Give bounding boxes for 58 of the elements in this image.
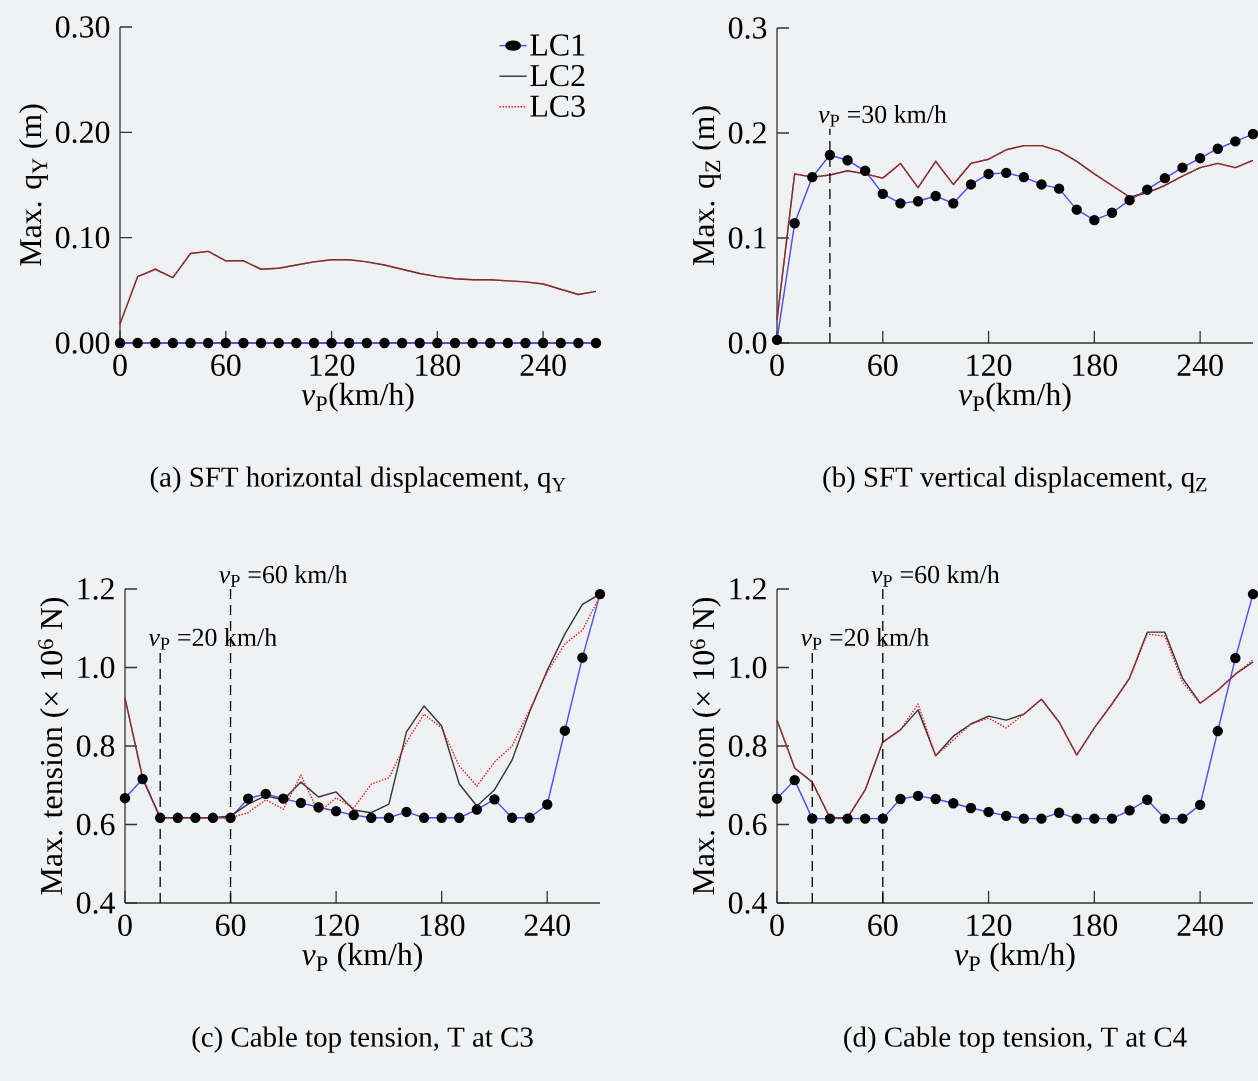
y-tick-label: 0.6: [76, 813, 115, 836]
x-tick-label: 0: [113, 354, 127, 377]
y-tick-label: 1.0: [78, 656, 115, 679]
y-axis-title: Max. tension (× 10$^{6}$ N): [690, 597, 721, 895]
x-tick-label: 120: [967, 354, 1012, 377]
y-tick-label: 0.6: [728, 813, 767, 836]
legend-label: LC2: [530, 64, 585, 87]
y-axis-title: Max. tension (× 10$^{6}$ N): [38, 597, 69, 895]
y-tick-label: 0.30: [55, 16, 110, 38]
y-tick-label: 0.8: [728, 735, 767, 757]
x-tick-label: 120: [310, 354, 355, 377]
y-tick-label: 0.4: [76, 892, 115, 914]
x-axis-title: v$_{P}$ (km/h): [302, 942, 423, 972]
y-axis-title: Max. q$_{Z}$ (m): [691, 106, 721, 266]
x-tick-label: 180: [1073, 914, 1118, 937]
y-tick-label: 0.1: [728, 227, 766, 249]
x-tick-label: 0: [118, 914, 132, 937]
text: (d) Cable top tension, T at C4: [844, 1026, 1187, 1053]
text: (a) SFT horizontal displacement, q$_{Y}$: [150, 466, 566, 493]
x-tick-label: 240: [524, 914, 570, 937]
x-tick-label: 120: [967, 914, 1012, 937]
y-tick-label: 0.4: [728, 892, 767, 914]
y-tick-label: 1.2: [730, 578, 766, 600]
y-tick-label: 0.20: [55, 121, 110, 144]
x-tick-label: 120: [315, 914, 359, 937]
ref-line-label: v$_{P}$ =60 km/h: [871, 565, 1000, 587]
x-tick-label: 60: [216, 914, 246, 937]
ref-line-label: v$_{P}$ =30 km/h: [818, 104, 947, 127]
ref-line-label: v$_{P}$ =20 km/h: [148, 627, 277, 650]
y-tick-label: 0.3: [728, 17, 767, 39]
x-tick-label: 60: [868, 354, 898, 377]
y-tick-label: 0.10: [55, 226, 110, 249]
x-tick-label: 60: [868, 914, 898, 937]
x-tick-label: 0: [770, 354, 784, 377]
x-tick-label: 180: [420, 914, 465, 937]
x-tick-label: 180: [416, 354, 461, 377]
x-tick-label: 240: [1177, 914, 1223, 937]
x-tick-label: 240: [520, 354, 566, 377]
y-tick-label: 0.0: [728, 332, 767, 354]
ref-line-label: v$_{P}$ =60 km/h: [219, 565, 348, 587]
legend-label: LC3: [530, 95, 585, 117]
ref-line-label: v$_{P}$ =20 km/h: [800, 627, 929, 650]
y-axis-title: Max. q$_{Y}$ (m): [18, 104, 48, 266]
y-tick-label: 1.0: [730, 656, 767, 679]
x-tick-label: 0: [770, 914, 784, 937]
y-tick-label: 0.00: [55, 332, 110, 354]
x-axis-title: v$_{P}$ (km/h): [954, 942, 1075, 972]
x-tick-label: 240: [1177, 354, 1223, 377]
legend-label: LC1: [530, 34, 585, 56]
y-tick-label: 0.2: [728, 122, 766, 144]
x-tick-label: 180: [1073, 354, 1118, 377]
y-tick-label: 0.8: [76, 735, 115, 757]
x-tick-label: 60: [211, 354, 241, 377]
text: (b) SFT vertical displacement, q$_{Z}$: [823, 466, 1207, 493]
x-axis-title: v$_{P}$(km/h): [958, 382, 1071, 412]
x-axis-title: v$_{P}$(km/h): [301, 382, 414, 412]
text: (c) Cable top tension, T at C3: [192, 1026, 533, 1053]
y-tick-label: 1.2: [78, 578, 114, 600]
